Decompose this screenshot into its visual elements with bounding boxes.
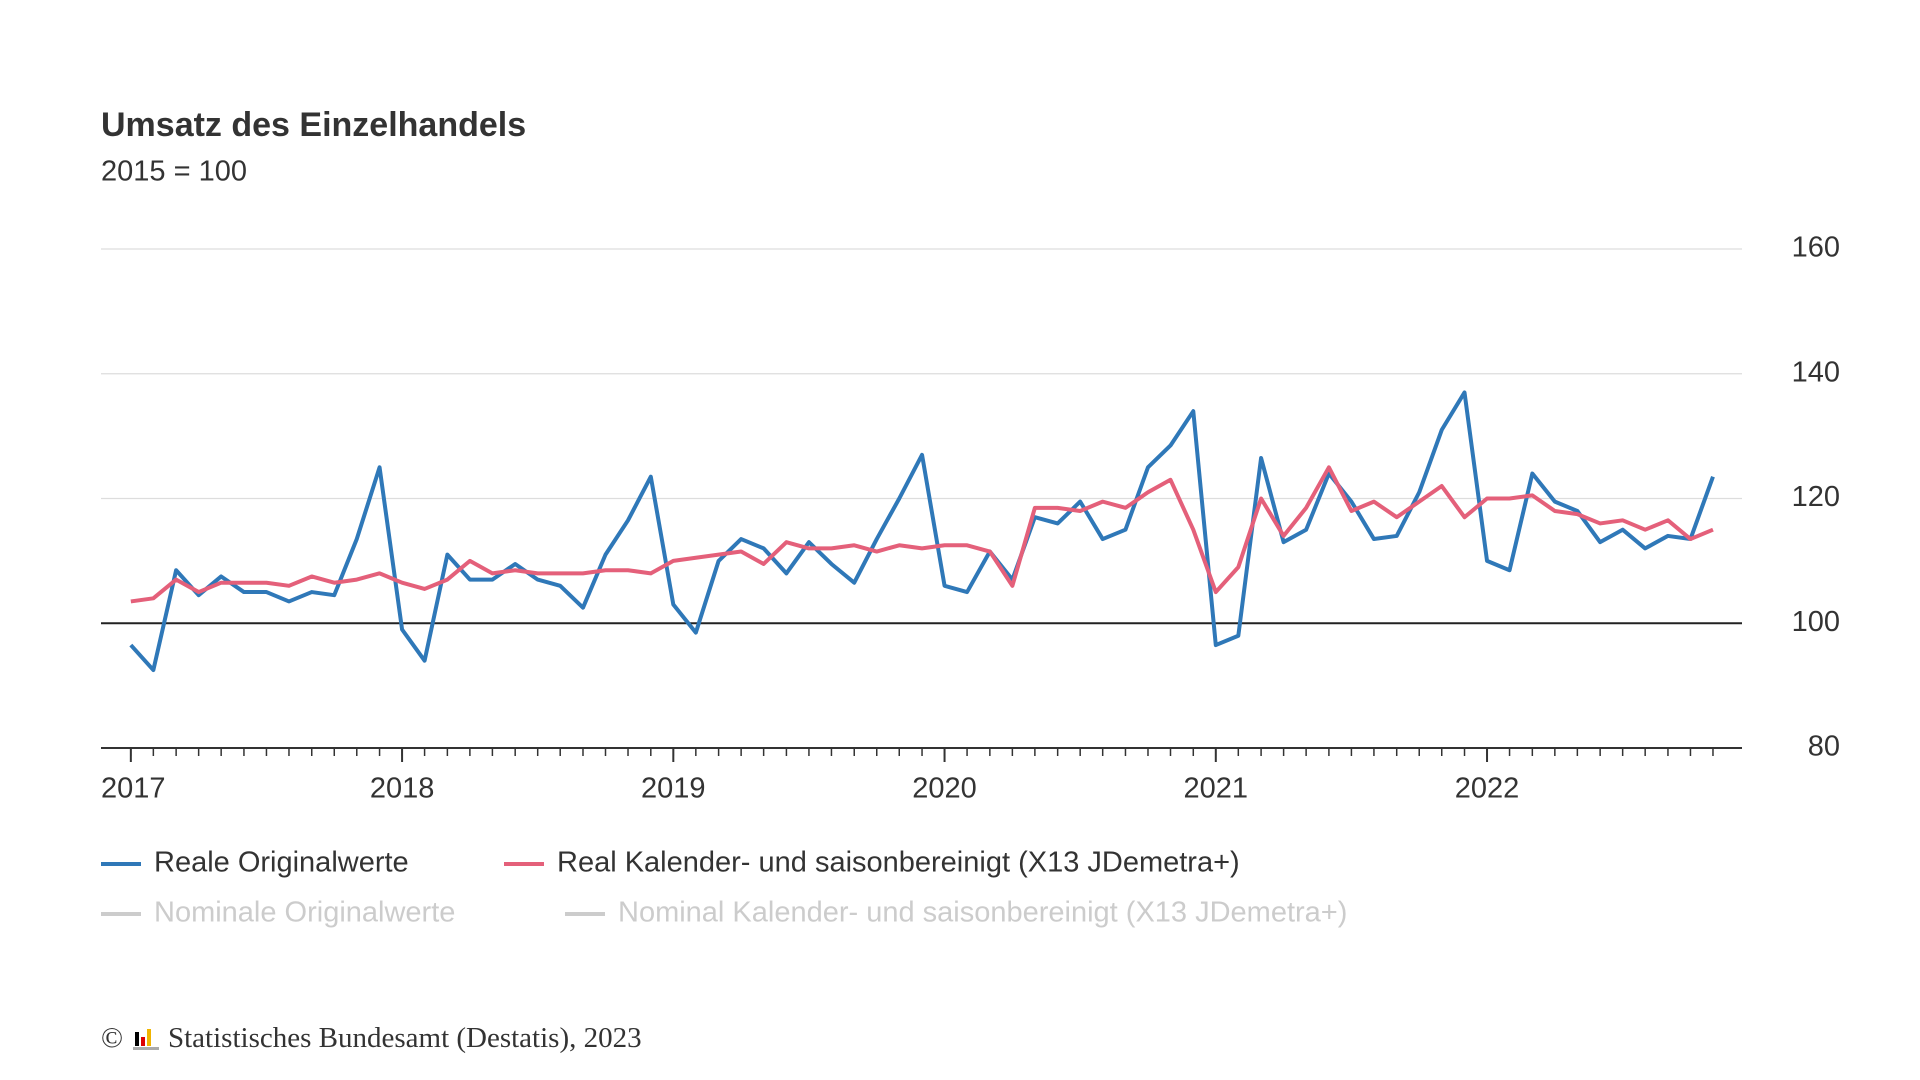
- chart-title: Umsatz des Einzelhandels: [101, 106, 526, 144]
- legend-label: Reale Originalwerte: [154, 847, 409, 879]
- x-tick-label: 2017: [101, 773, 166, 805]
- x-tick-label: 2022: [1455, 773, 1520, 805]
- legend-item[interactable]: Real Kalender- und saisonbereinigt (X13 …: [504, 847, 1240, 879]
- series-line: [130, 465, 1714, 604]
- y-tick-label: 140: [1792, 356, 1840, 388]
- x-tick-label: 2021: [1184, 773, 1249, 805]
- legend-label: Real Kalender- und saisonbereinigt (X13 …: [557, 847, 1240, 879]
- y-tick-label: 100: [1792, 606, 1840, 638]
- source: © Statistisches Bundesamt (Destatis), 202…: [101, 1022, 642, 1054]
- x-tick-label: 2019: [641, 773, 706, 805]
- legend-item[interactable]: Nominal Kalender- und saisonbereinigt (X…: [565, 897, 1347, 929]
- legend-item[interactable]: Nominale Originalwerte: [101, 897, 455, 929]
- chart-subtitle: 2015 = 100: [101, 156, 247, 188]
- x-tick-label: 2018: [370, 773, 435, 805]
- legend-item[interactable]: Reale Originalwerte: [101, 847, 409, 879]
- y-tick-label: 160: [1792, 232, 1840, 264]
- legend-label: Nominale Originalwerte: [154, 897, 455, 929]
- x-tick-label: 2020: [912, 773, 977, 805]
- series-line: [129, 390, 1715, 673]
- source-icon: [133, 1029, 159, 1050]
- y-tick-label: 120: [1792, 481, 1840, 513]
- y-tick-label: 80: [1808, 731, 1840, 763]
- legend-label: Nominal Kalender- und saisonbereinigt (X…: [618, 897, 1347, 929]
